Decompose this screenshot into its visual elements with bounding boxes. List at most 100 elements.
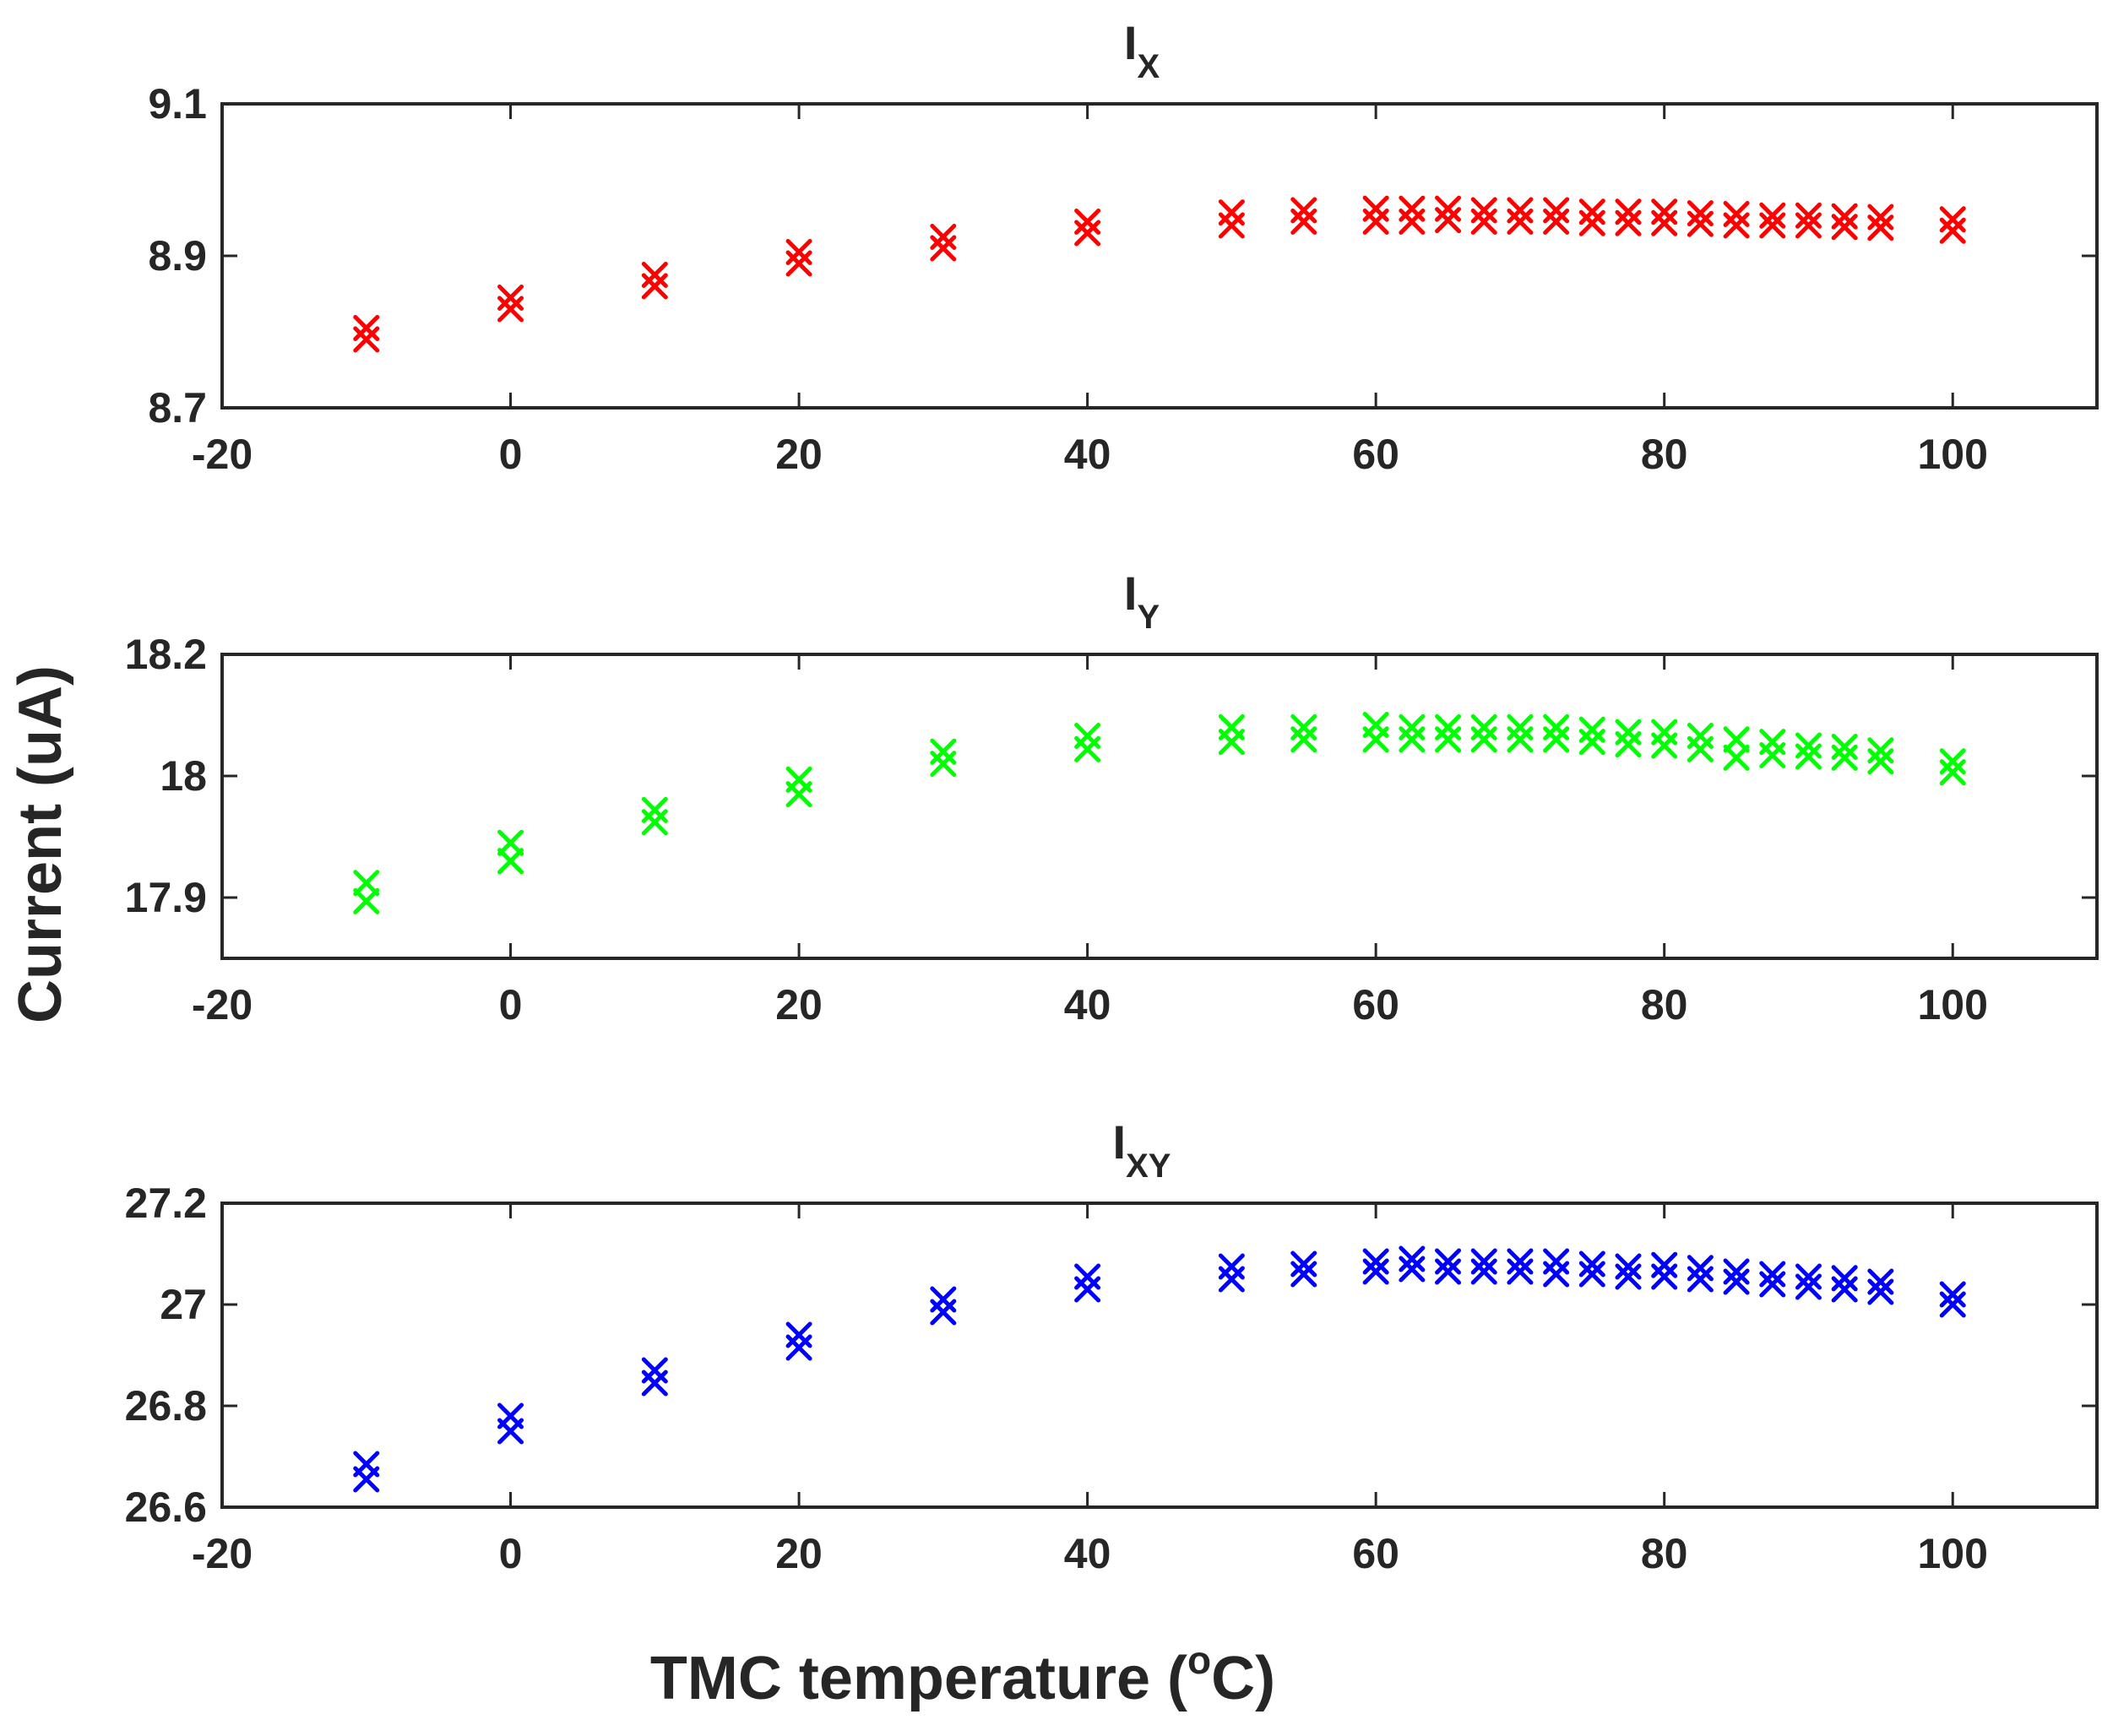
iy-data-point: [1435, 713, 1462, 741]
ix-data-point: [353, 326, 380, 353]
iy-data-point: [1687, 722, 1714, 749]
ixy-data-point: [497, 1402, 524, 1429]
iy-x-tick-label: 20: [775, 981, 823, 1028]
panel-ix-title-main: I: [1124, 16, 1138, 69]
ixy-data-point: [1615, 1253, 1642, 1280]
y-axis-label: Current (uA): [7, 665, 74, 1023]
ixy-y-tick-label: 26.8: [125, 1382, 207, 1429]
ixy-x-tick-label: 100: [1918, 1530, 1988, 1577]
ix-data-point: [353, 315, 380, 341]
iy-data-point: [641, 796, 668, 823]
ix-data-point: [1399, 195, 1426, 222]
ix-data-point: [1687, 200, 1714, 227]
x-axis-label-superscript: o: [1187, 1638, 1211, 1682]
ixy-data-point: [1759, 1271, 1786, 1298]
ix-data-point: [1074, 209, 1101, 235]
panel-iy-title: IY: [1124, 567, 1160, 636]
ix-data-point: [1939, 217, 1966, 244]
ixy-x-tick-label: 80: [1641, 1530, 1688, 1577]
ix-data-point: [497, 285, 524, 311]
ixy-data-point: [1362, 1258, 1389, 1285]
x-axis-label: TMC temperature (oC): [650, 1638, 1275, 1712]
ix-data-point: [1507, 209, 1534, 235]
ix-data-point: [1867, 214, 1894, 241]
iy-data-point: [1615, 719, 1642, 746]
ix-data-point: [1435, 207, 1462, 234]
panel-ixy-title-main: I: [1113, 1115, 1127, 1169]
iy-data-point: [785, 766, 812, 793]
panel-iy-title-subscript: Y: [1137, 599, 1160, 636]
ix-data-point: [785, 250, 812, 277]
ix-data-point: [497, 296, 524, 323]
ix-data-point: [641, 262, 668, 288]
panel-ix-title-subscript: X: [1137, 48, 1160, 85]
iy-data-point: [1723, 726, 1750, 753]
ix-data-point: [1362, 195, 1389, 222]
panel-ixy-axes: -20 0 20 40 60 80 100 26.6 26.8 27 27.2: [125, 1180, 2097, 1577]
ixy-y-tick-label: 26.6: [125, 1484, 207, 1531]
ixy-data-point: [641, 1357, 668, 1384]
ix-x-tick-label: 60: [1352, 431, 1399, 478]
ixy-data-point: [930, 1286, 957, 1313]
ix-data-point: [1759, 212, 1786, 239]
iy-data-point: [1759, 729, 1786, 756]
ix-data-point: [1723, 201, 1750, 227]
iy-y-tick-label: 18.2: [125, 631, 207, 678]
ix-data-point: [1074, 220, 1101, 247]
ixy-data-point: [1470, 1258, 1497, 1285]
iy-data-point: [1543, 713, 1570, 741]
iy-data-point: [353, 887, 380, 914]
ixy-y-tick-label: 27: [160, 1281, 207, 1328]
panel-ix: IX -20 0 20 40 60 80 100 8.7 8.9 9.1: [148, 16, 2099, 478]
ix-y-tick-label: 9.1: [148, 80, 207, 127]
ix-data-point: [1687, 210, 1714, 237]
iy-x-tick-label: 0: [499, 981, 523, 1028]
iy-data-point: [1795, 743, 1822, 770]
iy-x-tick-label: 80: [1641, 981, 1688, 1028]
panel-ix-axes: -20 0 20 40 60 80 100 8.7 8.9 9.1: [148, 80, 2097, 478]
ixy-x-tick-label: 20: [775, 1530, 823, 1577]
iy-data-point: [1399, 713, 1426, 741]
ix-data-point: [1723, 212, 1750, 239]
iy-data-point: [1290, 713, 1317, 741]
ix-data-point: [930, 235, 957, 262]
ixy-data-point: [1470, 1248, 1497, 1275]
ixy-data-point: [1507, 1258, 1534, 1285]
ixy-data-point: [1795, 1263, 1822, 1290]
iy-data-point: [1939, 759, 1966, 786]
panel-ixy: IXY -20 0 20 40 60 80 100 26.6 26.8 27 27.2: [125, 1115, 2099, 1577]
ixy-data-point: [1651, 1251, 1678, 1278]
ixy-data-point: [1074, 1263, 1101, 1290]
ix-data-point: [641, 273, 668, 300]
ixy-data-point: [1723, 1268, 1750, 1295]
ix-data-point: [1831, 214, 1858, 241]
iy-data-point: [353, 870, 380, 897]
iy-data-point: [930, 738, 957, 765]
x-axis-label-suffix: C): [1211, 1645, 1275, 1712]
ix-data-point: [1651, 198, 1678, 225]
ix-x-tick-label: 20: [775, 431, 823, 478]
ix-x-tick-label: -20: [192, 431, 253, 478]
ixy-x-tick-label: 0: [499, 1530, 523, 1577]
ixy-data-point: [1290, 1250, 1317, 1278]
ix-data-point: [1435, 195, 1462, 222]
iy-x-tick-label: 40: [1064, 981, 1111, 1028]
panel-ix-series: [353, 195, 1966, 353]
ix-data-point: [1759, 202, 1786, 229]
iy-data-point: [1218, 713, 1245, 741]
ixy-data-point: [1939, 1291, 1966, 1318]
panel-ixy-title-subscript: XY: [1126, 1147, 1171, 1185]
iy-x-tick-label: 60: [1352, 981, 1399, 1028]
ixy-data-point: [785, 1321, 812, 1348]
iy-data-point: [1507, 713, 1534, 741]
iy-data-point: [1651, 719, 1678, 746]
panel-ixy-series: [353, 1245, 1966, 1493]
ix-data-point: [1470, 197, 1497, 224]
iy-data-point: [1470, 713, 1497, 741]
ix-data-point: [1578, 198, 1605, 225]
iy-data-point: [497, 829, 524, 856]
iy-data-point: [497, 848, 524, 875]
ixy-data-point: [1290, 1261, 1317, 1288]
ix-x-tick-label: 40: [1064, 431, 1111, 478]
panel-ixy-title: IXY: [1113, 1115, 1171, 1185]
